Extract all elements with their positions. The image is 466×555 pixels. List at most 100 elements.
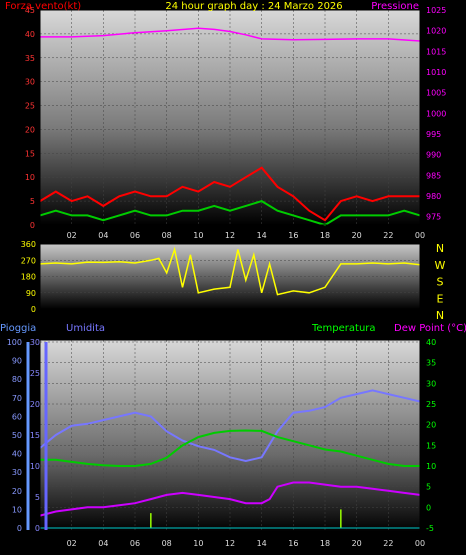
- pressure-tick-label: 995: [426, 130, 441, 139]
- temp-tick-label: 0: [426, 503, 431, 512]
- compass-label: N: [436, 242, 444, 255]
- wind-tick-label: 25: [25, 102, 35, 111]
- temp-tick-label: -5: [426, 524, 434, 533]
- hour-tick-label: 16: [288, 231, 298, 240]
- rain-tick-label: 30: [12, 468, 22, 477]
- panel1-frame: [39, 9, 421, 226]
- panel1-series-2: [39, 200, 421, 227]
- pressure-tick-label: 1020: [426, 27, 446, 36]
- pressure-axis-label: Pressione: [371, 1, 419, 12]
- panel1-series-0: [40, 27, 421, 42]
- panel3-series-1: [40, 429, 420, 467]
- hour-tick-label: 12: [225, 539, 235, 548]
- rain-tick-label: 20: [12, 487, 22, 496]
- hour-tick-label: 18: [320, 231, 330, 240]
- temp-tick-label: 15: [426, 441, 436, 450]
- temp-tick-label: 10: [426, 462, 436, 471]
- hour-tick-label: 22: [383, 539, 393, 548]
- panel1-background: [40, 10, 420, 225]
- panel3-series-0: [39, 389, 421, 463]
- hour-tick-label: 08: [162, 231, 172, 240]
- grid-lines: [40, 9, 421, 532]
- wind-tick-label: 35: [25, 54, 35, 63]
- humidity-tick-label: 5: [35, 493, 40, 502]
- page-title: 24 hour graph day : 24 Marzo 2026: [165, 1, 342, 12]
- hour-tick-label: 20: [352, 539, 362, 548]
- hour-tick-label: 04: [98, 231, 108, 240]
- compass-label: E: [437, 292, 444, 305]
- pressure-tick-label: 985: [426, 171, 441, 180]
- hour-tick-label: 02: [67, 231, 77, 240]
- hour-tick-label: 00: [415, 231, 425, 240]
- temp-tick-label: 20: [426, 421, 436, 430]
- direction-series-0: [39, 246, 421, 296]
- rain-tick-label: 80: [12, 375, 22, 384]
- humidity-tick-label: 0: [35, 524, 40, 533]
- direction-tick-label: 180: [21, 273, 36, 282]
- humidity-tick-label: 10: [30, 462, 40, 471]
- humidity-tick-label: 20: [30, 400, 40, 409]
- wind-tick-label: 5: [30, 197, 35, 206]
- rain-tick-label: 100: [7, 338, 22, 347]
- rain-tick-label: 40: [12, 450, 22, 459]
- hour-tick-label: 10: [193, 231, 203, 240]
- rain-tick-label: 0: [17, 524, 22, 533]
- temp-tick-label: 5: [426, 483, 431, 492]
- rain-tick-label: 60: [12, 412, 22, 421]
- compass-label: W: [435, 259, 446, 272]
- pressure-tick-label: 1000: [426, 109, 446, 118]
- hour-tick-label: 00: [415, 539, 425, 548]
- compass-label: S: [437, 276, 444, 289]
- pressure-tick-label: 980: [426, 192, 441, 201]
- series-lines: [39, 27, 421, 529]
- humidity-tick-label: 30: [30, 338, 40, 347]
- compass-label: N: [436, 309, 444, 322]
- rain-tick-label: 90: [12, 357, 22, 366]
- hour-tick-label: 04: [98, 539, 108, 548]
- humidity-axis-label: Umidita: [66, 323, 105, 334]
- tick-labels: 0510152025303540459759809859909951000100…: [7, 6, 447, 548]
- wind-tick-label: 45: [25, 6, 35, 15]
- hour-tick-label: 18: [320, 539, 330, 548]
- hour-tick-label: 16: [288, 539, 298, 548]
- wind-tick-label: 0: [30, 221, 35, 230]
- hour-tick-label: 06: [130, 231, 140, 240]
- pressure-tick-label: 975: [426, 213, 441, 222]
- temp-tick-label: 30: [426, 379, 436, 388]
- direction-tick-label: 0: [31, 305, 36, 314]
- rain-tick-label: 10: [12, 505, 22, 514]
- hour-tick-label: 14: [257, 231, 267, 240]
- direction-tick-label: 270: [21, 256, 36, 265]
- direction-tick-label: 90: [26, 289, 36, 298]
- wind-tick-label: 15: [25, 149, 35, 158]
- panel3-series-2: [39, 481, 421, 517]
- hour-tick-label: 20: [352, 231, 362, 240]
- panel1-series-1: [39, 166, 420, 222]
- humidity-tick-label: 15: [30, 431, 40, 440]
- hour-tick-label: 02: [67, 539, 77, 548]
- panel3-frame: [39, 339, 421, 533]
- panel2-frame: [39, 243, 421, 310]
- temp-tick-label: 40: [426, 338, 436, 347]
- hour-tick-label: 14: [257, 539, 267, 548]
- wind-axis-label: Forza vento(kt): [5, 1, 81, 12]
- rain-tick-label: 50: [12, 431, 22, 440]
- direction-tick-label: 360: [21, 240, 36, 249]
- wind-tick-label: 40: [25, 30, 35, 39]
- temp-tick-label: 25: [426, 400, 436, 409]
- temp-tick-label: 35: [426, 359, 436, 368]
- humidity-tick-label: 25: [30, 369, 40, 378]
- rain-tick-label: 70: [12, 394, 22, 403]
- temperature-axis-label: Temperatura: [311, 323, 376, 334]
- hour-tick-label: 10: [193, 539, 203, 548]
- rain-axis-label: Pioggia: [0, 323, 36, 334]
- hour-tick-label: 12: [225, 231, 235, 240]
- pressure-tick-label: 1015: [426, 47, 446, 56]
- dewpoint-axis-label: Dew Point (°C): [394, 323, 466, 334]
- hour-tick-label: 22: [383, 231, 393, 240]
- pressure-tick-label: 1025: [426, 6, 446, 15]
- hour-tick-label: 06: [130, 539, 140, 548]
- wind-tick-label: 20: [25, 125, 35, 134]
- wind-tick-label: 30: [25, 78, 35, 87]
